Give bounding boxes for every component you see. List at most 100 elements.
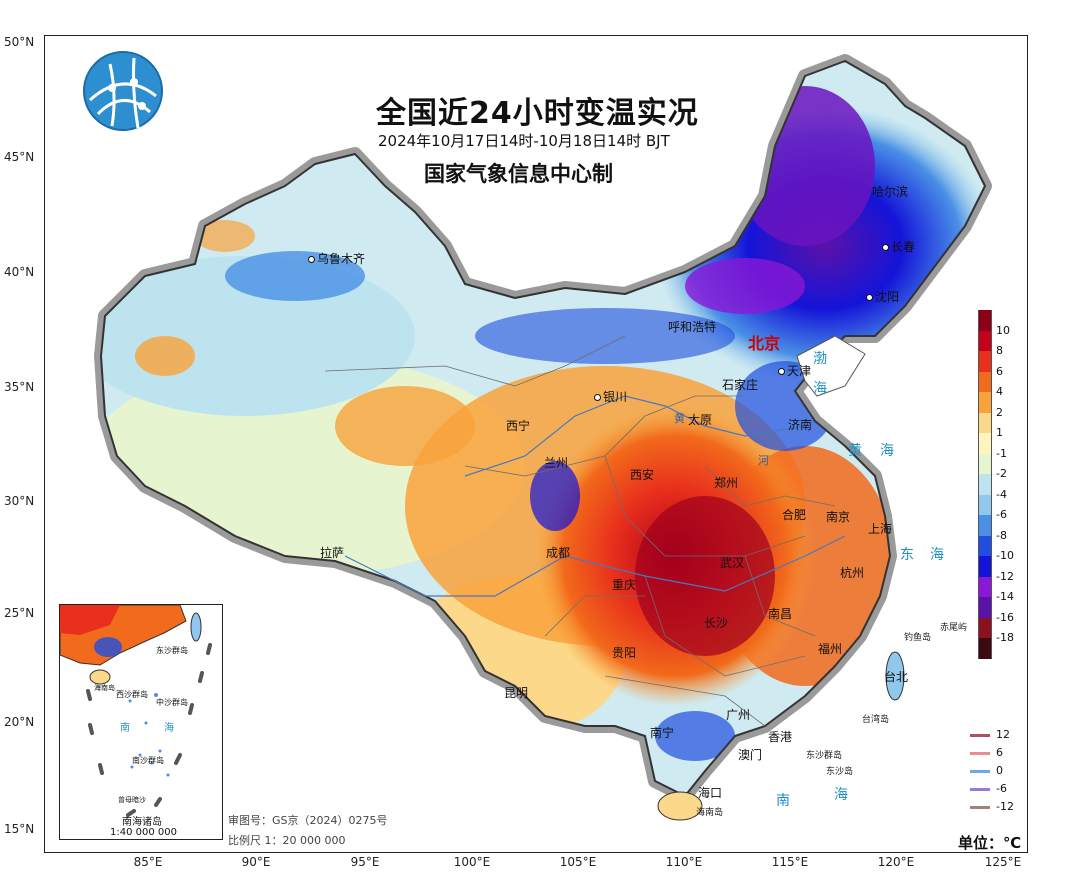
contour-line-swatch bbox=[970, 752, 990, 755]
inset-label: 海南岛 bbox=[94, 684, 115, 692]
city-label: 济南 bbox=[788, 418, 813, 432]
city-label: 西宁 bbox=[506, 419, 531, 433]
map-title: 全国近24小时变温实况 bbox=[376, 96, 699, 131]
city-label: 广州 bbox=[726, 708, 751, 722]
city-label: 哈尔滨 bbox=[872, 185, 909, 199]
sea-label: 渤 bbox=[813, 351, 833, 367]
city-label: 银川 bbox=[594, 388, 627, 405]
lon-label: 85°E bbox=[133, 855, 163, 869]
legend-label: 1 bbox=[996, 426, 1003, 439]
city-label: 贵阳 bbox=[612, 646, 637, 660]
island-label: 钓鱼岛 bbox=[904, 633, 932, 643]
sea-label: 海 bbox=[880, 443, 900, 459]
contour-line-swatch bbox=[970, 734, 990, 737]
legend-label: -6 bbox=[996, 508, 1007, 521]
city-label: 合肥 bbox=[782, 508, 807, 522]
city-label: 南京 bbox=[826, 510, 851, 524]
legend-label: 10 bbox=[996, 323, 1010, 337]
legend-swatch bbox=[978, 310, 992, 331]
legend-swatch bbox=[978, 371, 992, 392]
capital-label: 北京 bbox=[748, 334, 781, 353]
legend-label: 2 bbox=[996, 405, 1003, 419]
legend-swatch bbox=[978, 515, 992, 536]
sea-label: 海 bbox=[930, 547, 950, 563]
inset-label: 南 bbox=[120, 723, 130, 734]
contour-label: 6 bbox=[996, 746, 1003, 759]
inset-map bbox=[60, 605, 212, 817]
legend-swatch bbox=[978, 392, 992, 413]
city-label: 台北 bbox=[884, 670, 909, 684]
legend-label: -12 bbox=[996, 569, 1014, 583]
lon-label: 90°E bbox=[241, 855, 271, 869]
city-label: 南宁 bbox=[650, 726, 675, 740]
sea-label: 海 bbox=[834, 787, 854, 803]
province-boundaries bbox=[324, 335, 836, 727]
island-label: 东沙群岛 bbox=[806, 751, 843, 761]
island-label: 海南岛 bbox=[696, 808, 724, 818]
temperature-change-map bbox=[94, 54, 992, 821]
city-label: 杭州 bbox=[840, 566, 865, 580]
city-label: 长春 bbox=[882, 238, 915, 255]
city-label: 武汉 bbox=[720, 556, 745, 570]
hainan-island-shape bbox=[657, 791, 703, 821]
city-label: 海口 bbox=[698, 786, 723, 800]
lon-label: 95°E bbox=[350, 855, 380, 869]
legend-label: -16 bbox=[996, 610, 1014, 624]
city-label: 乌鲁木齐 bbox=[308, 250, 365, 267]
country-border bbox=[100, 60, 986, 797]
sea-label: 海 bbox=[813, 381, 833, 397]
legend-label: -14 bbox=[996, 590, 1014, 603]
legend-swatch bbox=[978, 351, 992, 372]
island-label: 东沙岛 bbox=[826, 767, 854, 777]
legend-label: -1 bbox=[996, 446, 1007, 460]
rivers bbox=[344, 395, 846, 597]
inset-label: 曾母暗沙 bbox=[118, 796, 146, 804]
contour-label: 0 bbox=[996, 764, 1003, 777]
city-label: 重庆 bbox=[612, 578, 637, 592]
legend-swatch bbox=[978, 597, 992, 618]
legend-swatch bbox=[978, 494, 992, 515]
legend-swatch bbox=[978, 638, 992, 659]
taiwan-island-shape bbox=[885, 651, 905, 701]
legend-swatch bbox=[978, 330, 992, 351]
approval-number: 审图号：GS京（2024）0275号 bbox=[228, 814, 388, 827]
lat-label: 35°N bbox=[4, 380, 35, 394]
lat-label: 15°N bbox=[4, 822, 35, 836]
city-label: 拉萨 bbox=[320, 546, 345, 560]
legend-swatch bbox=[978, 474, 992, 495]
city-label: 香港 bbox=[768, 730, 793, 744]
contour-line-swatch bbox=[970, 770, 990, 773]
city-label: 呼和浩特 bbox=[668, 320, 717, 334]
city-label: 天津 bbox=[778, 362, 811, 379]
city-label: 兰州 bbox=[544, 456, 569, 470]
producer: 国家气象信息中心制 bbox=[424, 162, 613, 186]
map-frame bbox=[44, 35, 1028, 853]
river-label: 黄 bbox=[674, 412, 685, 425]
lat-label: 40°N bbox=[4, 265, 35, 279]
lat-label: 30°N bbox=[4, 494, 35, 508]
map-scale: 比例尺 1：20 000 000 bbox=[228, 834, 346, 847]
contour-line-swatch bbox=[970, 806, 990, 809]
island-label: 赤尾屿 bbox=[940, 623, 968, 633]
legend-swatch bbox=[978, 412, 992, 433]
legend-label: 4 bbox=[996, 385, 1003, 398]
legend-label: 6 bbox=[996, 364, 1003, 378]
inset-label: 南沙群岛 bbox=[132, 756, 164, 765]
legend-label: -2 bbox=[996, 467, 1007, 480]
legend-swatch bbox=[978, 535, 992, 556]
lon-label: 120°E bbox=[877, 855, 915, 869]
legend-swatch bbox=[978, 433, 992, 454]
city-label: 成都 bbox=[546, 546, 571, 560]
inset-label: 西沙群岛 bbox=[116, 690, 148, 699]
cma-logo bbox=[83, 51, 163, 131]
lon-label: 125°E bbox=[984, 855, 1022, 869]
lon-label: 110°E bbox=[665, 855, 703, 869]
city-label: 郑州 bbox=[714, 476, 739, 490]
contour-label: -6 bbox=[996, 782, 1007, 795]
city-label: 太原 bbox=[688, 413, 713, 427]
contour-line-swatch bbox=[970, 788, 990, 791]
lon-label: 100°E bbox=[453, 855, 491, 869]
legend-swatch bbox=[978, 556, 992, 577]
legend-label: 8 bbox=[996, 344, 1003, 357]
lat-label: 50°N bbox=[4, 35, 35, 49]
